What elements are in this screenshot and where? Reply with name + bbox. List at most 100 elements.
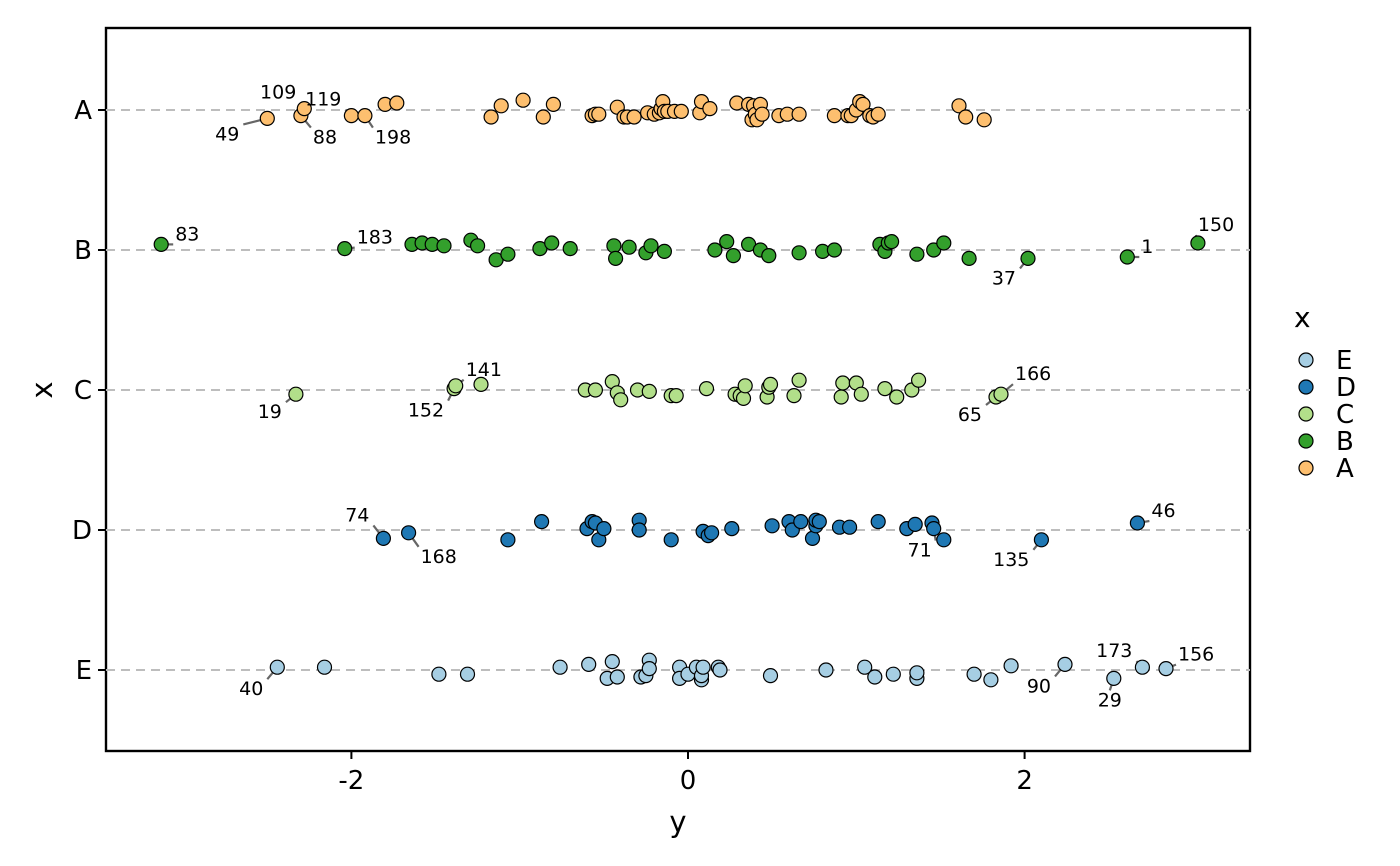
point-E-8 (609, 669, 625, 685)
point-label-74: 74 (345, 504, 369, 526)
point-B-19 (707, 242, 723, 258)
point-label-88: 88 (313, 127, 337, 149)
y-tick-label-E: E (76, 656, 92, 686)
point-A-30 (702, 100, 718, 117)
y-tick-label-D: D (72, 516, 92, 546)
point-D-0 (375, 530, 391, 547)
point-E-0 (269, 659, 285, 675)
point-E-24 (857, 659, 873, 675)
point-C-24 (835, 375, 851, 391)
point-D-14 (703, 525, 720, 541)
point-D-11 (663, 532, 679, 548)
point-E-5 (581, 656, 597, 673)
point-C-32 (993, 386, 1009, 402)
data-points (153, 92, 1206, 688)
point-C-10 (641, 383, 657, 399)
point-D-30 (926, 520, 942, 537)
x-tick-label-0: -2 (338, 766, 364, 796)
point-A-53 (976, 112, 992, 128)
point-B-32 (909, 246, 925, 262)
point-label-109: 109 (260, 82, 296, 104)
point-D-16 (764, 518, 780, 534)
point-E-29 (966, 666, 982, 682)
point-A-2 (296, 100, 312, 117)
point-B-36 (1020, 250, 1036, 266)
point-D-2 (500, 532, 516, 548)
point-B-17 (643, 238, 659, 254)
point-label-156: 156 (1178, 644, 1214, 666)
point-C-27 (877, 381, 893, 397)
point-E-28 (909, 665, 925, 681)
legend-key-D (1298, 379, 1314, 395)
legend-label-B: B (1336, 427, 1354, 457)
point-E-34 (1134, 659, 1151, 675)
point-C-22 (791, 372, 807, 388)
legend-label-A: A (1336, 454, 1354, 484)
point-E-4 (552, 659, 568, 675)
x-axis: -2 0 2 (338, 751, 1033, 796)
point-B-20 (719, 234, 735, 250)
point-D-26 (870, 513, 886, 530)
point-E-31 (1003, 658, 1019, 674)
point-E-6 (604, 653, 620, 670)
x-tick-label-1: 0 (680, 766, 697, 796)
point-label-37: 37 (992, 267, 1016, 289)
legend-label-E: E (1336, 346, 1352, 376)
point-labels: 49 88 109 119 198 83 183 37 1 150 19 152 141 65 166 74 1… (175, 82, 1234, 712)
point-label-71: 71 (908, 540, 932, 562)
point-C-20 (762, 376, 779, 392)
point-D-19 (793, 513, 809, 530)
point-label-29: 29 (1098, 689, 1122, 711)
point-B-9 (500, 246, 516, 262)
point-label-135: 135 (993, 549, 1029, 571)
point-E-19 (695, 659, 711, 675)
y-tick-label-A: A (74, 96, 92, 126)
y-axis: A B C D E (72, 96, 106, 686)
legend-title: x (1294, 301, 1311, 334)
point-B-31 (883, 234, 900, 250)
legend-key-B (1298, 433, 1314, 449)
point-B-37 (1119, 249, 1135, 265)
point-C-12 (668, 388, 684, 404)
point-label-65: 65 (958, 404, 982, 426)
point-D-23 (811, 513, 827, 530)
legend-key-A (1298, 460, 1314, 476)
point-E-1 (316, 659, 333, 675)
point-C-26 (853, 386, 869, 402)
point-A-7 (483, 109, 499, 125)
point-A-18 (626, 109, 642, 125)
point-A-14 (591, 106, 607, 122)
point-E-33 (1106, 670, 1122, 687)
point-label-90: 90 (1027, 675, 1051, 697)
point-B-35 (961, 250, 977, 266)
point-C-17 (737, 378, 753, 394)
point-C-28 (889, 389, 905, 405)
point-B-13 (606, 238, 622, 254)
point-B-5 (436, 238, 452, 254)
point-D-1 (401, 525, 417, 541)
point-A-6 (389, 95, 405, 111)
x-tick-label-2: 2 (1016, 766, 1033, 796)
y-tick-label-B: B (74, 236, 92, 266)
point-B-18 (656, 243, 673, 259)
legend-key-E (1298, 352, 1314, 368)
point-label-49: 49 (215, 123, 239, 145)
point-B-0 (153, 236, 169, 252)
point-A-0 (259, 110, 275, 127)
point-label-173: 173 (1096, 640, 1132, 662)
point-B-12 (562, 241, 578, 257)
point-A-4 (357, 107, 373, 124)
x-axis-title: y (669, 805, 686, 839)
point-label-119: 119 (305, 89, 341, 111)
point-D-28 (907, 516, 923, 533)
point-B-24 (761, 248, 777, 264)
point-E-12 (641, 660, 657, 677)
point-A-27 (673, 103, 689, 120)
point-A-51 (951, 98, 967, 114)
point-C-23 (833, 389, 849, 405)
point-D-25 (841, 519, 858, 535)
legend-label-C: C (1336, 400, 1354, 430)
point-E-26 (885, 666, 901, 682)
